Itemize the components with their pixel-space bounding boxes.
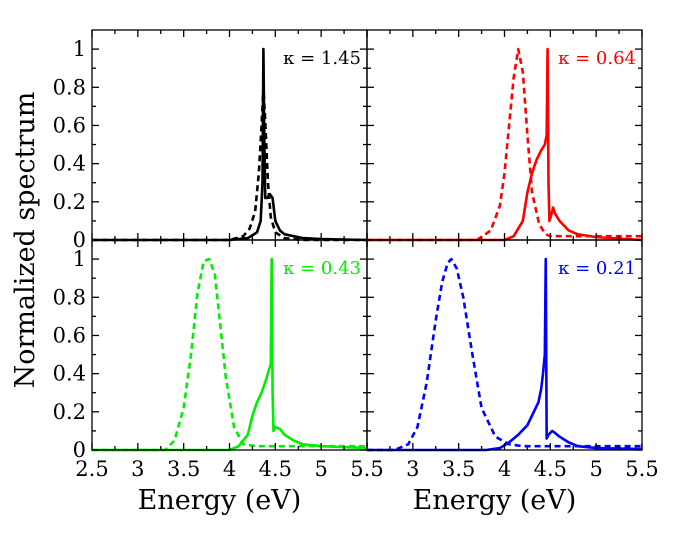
panel-3-series-solid xyxy=(92,257,368,452)
x-tick-label: 3 xyxy=(131,457,144,481)
y-tick-label: 0.8 xyxy=(53,285,86,309)
panel-2: κ = 0.64 xyxy=(366,29,643,242)
x-tick-label: 4.5 xyxy=(259,457,292,481)
panel-1-series-dashed xyxy=(92,85,367,242)
x-tick-label: 4.5 xyxy=(534,457,567,481)
x-tick-label: 4 xyxy=(498,457,511,481)
y-tick-label: 0.4 xyxy=(53,362,86,386)
y-tick-label: 0 xyxy=(73,228,86,252)
x-tick-label: 5 xyxy=(589,457,602,481)
x-tick-label: 4 xyxy=(223,457,236,481)
panel-4-series-dashed xyxy=(367,257,642,452)
panel-2-series-solid xyxy=(367,47,643,242)
panel-2-kappa-label: κ = 0.64 xyxy=(558,48,636,69)
x-tick-label: 5.5 xyxy=(350,457,383,481)
panel-3-series-dashed xyxy=(92,257,367,452)
panel-3: κ = 0.43 xyxy=(91,239,368,452)
panel-4: κ = 0.21 xyxy=(366,239,643,452)
x-tick-label: 3 xyxy=(406,457,419,481)
y-tick-label: 0 xyxy=(73,438,86,462)
panels: κ = 1.45 κ = 0.64 κ = 0.43 κ = 0.21 xyxy=(91,29,643,452)
y-axis-title: Normalized spectrum xyxy=(10,92,41,389)
x-tick-label: 2.5 xyxy=(75,457,108,481)
y-tick-label: 0.2 xyxy=(53,400,86,424)
panel-4-series-solid xyxy=(367,257,643,452)
panel-1-kappa-label: κ = 1.45 xyxy=(283,48,361,69)
x-tick-label: 5 xyxy=(314,457,327,481)
y-tick-label: 0.6 xyxy=(53,113,86,137)
panel-2-series-dashed xyxy=(367,47,642,242)
panel-1-series-solid xyxy=(92,47,368,242)
y-tick-label: 1 xyxy=(73,37,86,61)
panel-1: κ = 1.45 xyxy=(91,29,368,242)
x-tick-label: 3.5 xyxy=(442,457,475,481)
y-tick-label: 1 xyxy=(73,247,86,271)
panel-3-kappa-label: κ = 0.43 xyxy=(283,258,361,279)
x-axis-title-left: Energy (eV) xyxy=(138,485,302,516)
y-tick-label: 0.4 xyxy=(53,152,86,176)
y-tick-label: 0.6 xyxy=(53,323,86,347)
x-tick-label: 3.5 xyxy=(167,457,200,481)
y-tick-label: 0.2 xyxy=(53,190,86,214)
y-tick-label: 0.8 xyxy=(53,75,86,99)
x-tick-label: 5.5 xyxy=(625,457,658,481)
x-axis-title-right: Energy (eV) xyxy=(413,485,577,516)
panel-4-kappa-label: κ = 0.21 xyxy=(558,258,636,279)
